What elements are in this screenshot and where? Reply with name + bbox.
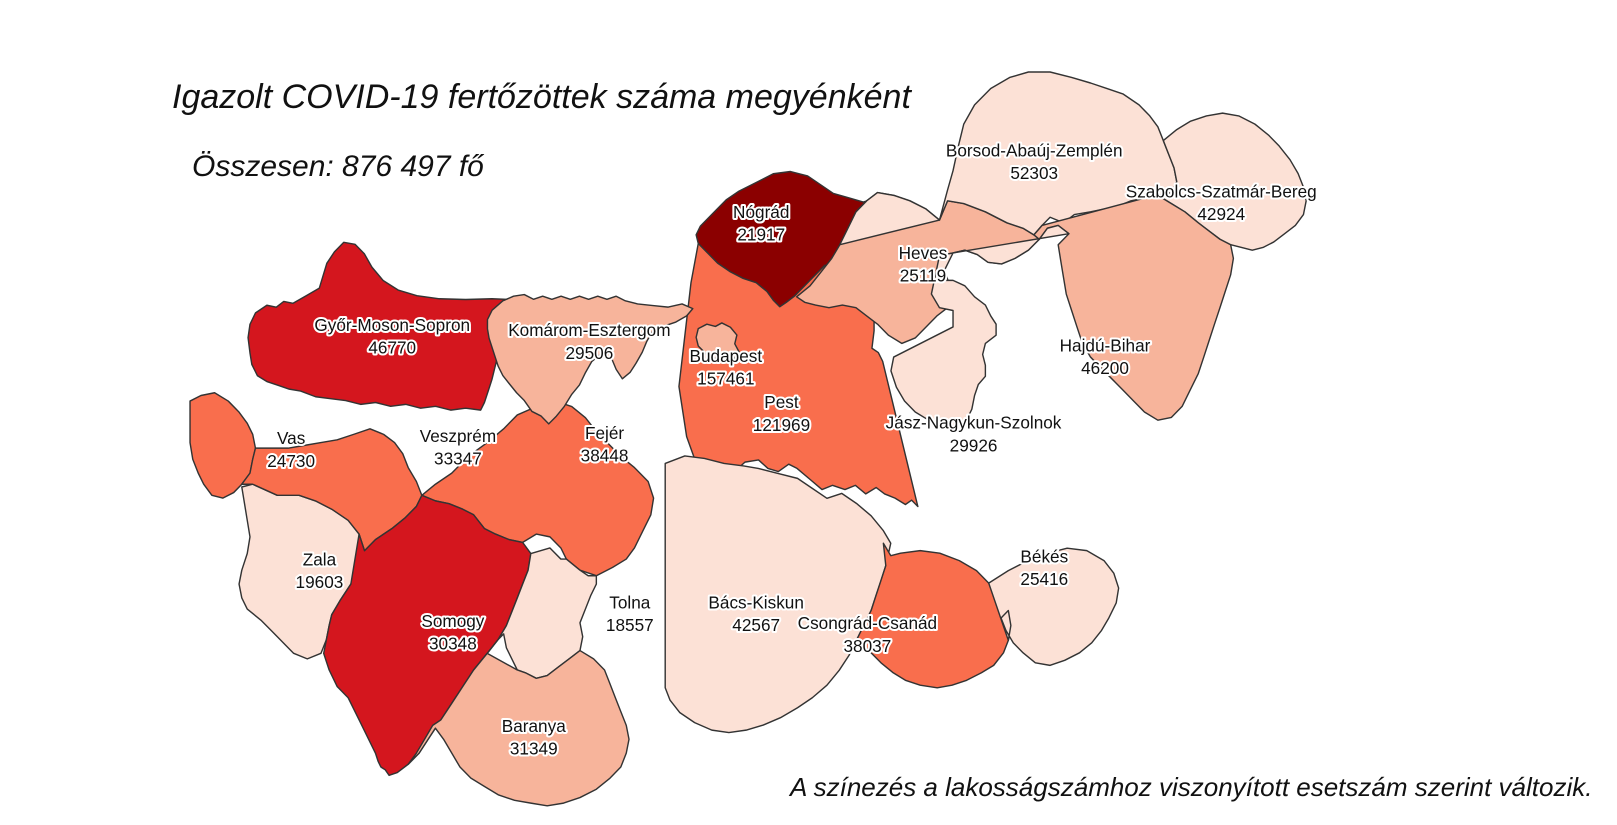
- svg-text:24730: 24730: [267, 451, 315, 471]
- svg-text:25416: 25416: [1020, 569, 1068, 589]
- svg-text:Bács-Kiskun: Bács-Kiskun: [708, 592, 804, 612]
- svg-text:18557: 18557: [606, 615, 654, 635]
- svg-text:157461: 157461: [697, 368, 754, 388]
- svg-text:Borsod-Abaúj-Zemplén: Borsod-Abaúj-Zemplén: [946, 140, 1123, 160]
- svg-text:21917: 21917: [737, 224, 785, 244]
- svg-text:Szabolcs-Szatmár-Bereg: Szabolcs-Szatmár-Bereg: [1126, 181, 1317, 201]
- svg-text:38037: 38037: [844, 636, 892, 656]
- svg-text:Hajdú-Bihar: Hajdú-Bihar: [1060, 335, 1151, 355]
- svg-text:Komárom-Esztergom: Komárom-Esztergom: [508, 320, 670, 340]
- svg-text:30348: 30348: [429, 634, 477, 654]
- svg-text:42567: 42567: [732, 615, 780, 635]
- svg-text:46770: 46770: [368, 338, 416, 358]
- svg-text:52303: 52303: [1010, 163, 1058, 183]
- svg-text:Veszprém: Veszprém: [420, 426, 496, 446]
- svg-text:121969: 121969: [753, 415, 810, 435]
- svg-text:Fejér: Fejér: [585, 423, 624, 443]
- svg-text:Pest: Pest: [764, 392, 799, 412]
- svg-text:Budapest: Budapest: [690, 346, 763, 366]
- svg-text:Vas: Vas: [277, 428, 306, 448]
- svg-text:19603: 19603: [296, 572, 344, 592]
- svg-text:Baranya: Baranya: [502, 716, 566, 736]
- svg-text:Csongrád-Csanád: Csongrád-Csanád: [798, 613, 937, 633]
- svg-text:Győr-Moson-Sopron: Győr-Moson-Sopron: [314, 315, 470, 335]
- svg-text:33347: 33347: [434, 449, 482, 469]
- svg-text:25119: 25119: [900, 266, 947, 286]
- svg-text:Jász-Nagykun-Szolnok: Jász-Nagykun-Szolnok: [886, 413, 1062, 433]
- svg-text:46200: 46200: [1081, 358, 1129, 378]
- svg-text:Zala: Zala: [303, 549, 337, 569]
- svg-text:31349: 31349: [510, 738, 558, 758]
- svg-text:Békés: Békés: [1020, 546, 1068, 566]
- svg-text:Nógrád: Nógrád: [733, 202, 789, 222]
- svg-text:Heves: Heves: [899, 243, 948, 263]
- svg-text:29926: 29926: [950, 435, 998, 455]
- svg-text:38448: 38448: [581, 445, 629, 465]
- svg-text:Somogy: Somogy: [421, 611, 484, 631]
- svg-text:Tolna: Tolna: [609, 592, 650, 612]
- svg-text:42924: 42924: [1197, 204, 1245, 224]
- svg-text:29506: 29506: [565, 343, 613, 363]
